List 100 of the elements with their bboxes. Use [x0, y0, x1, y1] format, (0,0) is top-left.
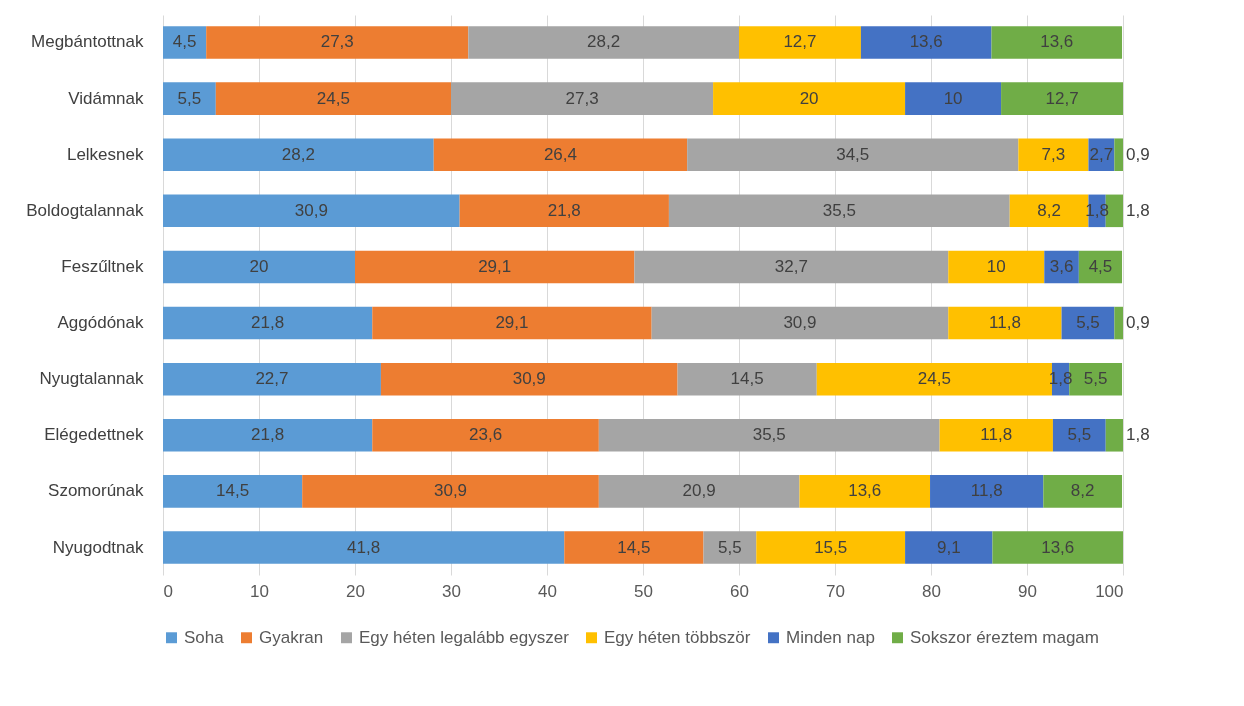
- legend-label: Minden nap: [786, 627, 875, 647]
- data-label: 30,9: [512, 369, 546, 389]
- data-label: 2,7: [1089, 144, 1114, 164]
- bar: [598, 419, 940, 452]
- data-label: 5,5: [718, 537, 742, 557]
- data-label: 21,8: [251, 313, 285, 333]
- data-label: 41,8: [347, 537, 381, 557]
- x-tick-label: 40: [538, 581, 557, 601]
- data-label: 13,6: [1040, 32, 1074, 52]
- data-label: 11,8: [980, 425, 1013, 445]
- bar: [163, 194, 460, 228]
- bar: [930, 475, 1044, 508]
- bar: [163, 475, 303, 508]
- data-label: 27,3: [565, 88, 599, 108]
- y-tick-label: Lelkesnek: [66, 144, 144, 164]
- bar: [687, 138, 1019, 171]
- bar: [1018, 138, 1089, 171]
- y-tick-label: Szomorúnak: [48, 481, 144, 501]
- data-label: 12,7: [783, 32, 817, 52]
- data-label: 21,8: [251, 425, 285, 445]
- bar: [433, 138, 688, 171]
- x-tick-label: 70: [826, 581, 845, 601]
- y-tick-label: Megbántottnak: [31, 32, 144, 52]
- y-tick-label: Aggódónak: [57, 313, 144, 333]
- bar: [651, 306, 949, 340]
- bar: [163, 82, 216, 115]
- x-tick-label: 90: [1018, 581, 1037, 601]
- x-tick-label: 80: [922, 581, 941, 601]
- bar: [1001, 82, 1123, 115]
- bar: [948, 250, 1045, 284]
- bar: [991, 26, 1123, 59]
- data-label: 7,3: [1041, 144, 1066, 164]
- data-label: 20,9: [682, 481, 716, 501]
- data-label: 28,2: [587, 32, 621, 52]
- data-label: 23,6: [469, 425, 503, 445]
- data-label: 10: [943, 88, 963, 108]
- data-label: 21,8: [547, 200, 581, 220]
- data-label: 1,8: [1126, 425, 1150, 445]
- bar: [939, 419, 1053, 452]
- x-tick-label: 10: [250, 581, 269, 601]
- bar: [372, 419, 599, 452]
- bar: [860, 26, 992, 59]
- data-label: 5,5: [1083, 369, 1108, 389]
- legend-label: Gyakran: [259, 627, 324, 647]
- data-label: 20: [249, 256, 269, 276]
- bar: [799, 475, 931, 508]
- data-label: 11,8: [989, 313, 1021, 333]
- bar: [372, 306, 652, 340]
- data-label: 1,8: [1126, 200, 1150, 220]
- data-label: 14,5: [617, 537, 651, 557]
- bar: [1105, 419, 1123, 452]
- bar: [564, 531, 704, 564]
- data-label: 8,2: [1037, 200, 1061, 220]
- bar: [215, 82, 451, 115]
- bar: [713, 82, 906, 115]
- data-label: 29,1: [478, 256, 512, 276]
- bar: [992, 531, 1123, 564]
- bar: [163, 250, 355, 284]
- data-label: 32,7: [774, 256, 808, 276]
- data-label: 20: [799, 88, 819, 108]
- bar: [380, 362, 678, 396]
- data-label: 35,5: [752, 425, 786, 445]
- bar: [739, 26, 861, 59]
- bar: [1043, 475, 1123, 508]
- bar: [668, 194, 1010, 228]
- x-tick-label: 20: [346, 581, 365, 601]
- data-label: 0,9: [1126, 144, 1150, 164]
- bar: [459, 194, 669, 228]
- data-label: 11,8: [970, 481, 1003, 501]
- data-label: 15,5: [814, 537, 848, 557]
- bar: [1114, 306, 1123, 340]
- data-label: 4,5: [1088, 256, 1113, 276]
- bar: [634, 250, 949, 284]
- bar: [451, 82, 714, 115]
- data-label: 24,5: [917, 369, 951, 389]
- bar: [1052, 419, 1106, 452]
- bar: [302, 475, 599, 508]
- data-label: 29,1: [495, 313, 529, 333]
- data-label: 30,9: [783, 313, 817, 333]
- data-label: 10: [986, 256, 1006, 276]
- bar: [905, 531, 993, 564]
- y-tick-label: Boldogtalannak: [26, 200, 144, 220]
- x-tick-label: 30: [442, 581, 461, 601]
- data-label: 13,6: [1041, 537, 1075, 557]
- bar: [677, 362, 817, 396]
- bar: [756, 531, 906, 564]
- bar: [163, 26, 207, 59]
- data-label: 24,5: [316, 88, 350, 108]
- data-label: 5,5: [1067, 425, 1092, 445]
- legend-label: Soha: [184, 627, 225, 647]
- data-label: 26,4: [543, 144, 577, 164]
- legend-label: Egy héten többször: [604, 627, 751, 647]
- bar: [948, 306, 1062, 340]
- x-tick-label: 0: [163, 581, 173, 601]
- bar: [468, 26, 739, 59]
- data-label: 4,5: [172, 32, 197, 52]
- bar: [163, 419, 373, 452]
- data-label: 8,2: [1070, 481, 1095, 501]
- bar: [206, 26, 469, 59]
- data-label: 3,6: [1049, 256, 1074, 276]
